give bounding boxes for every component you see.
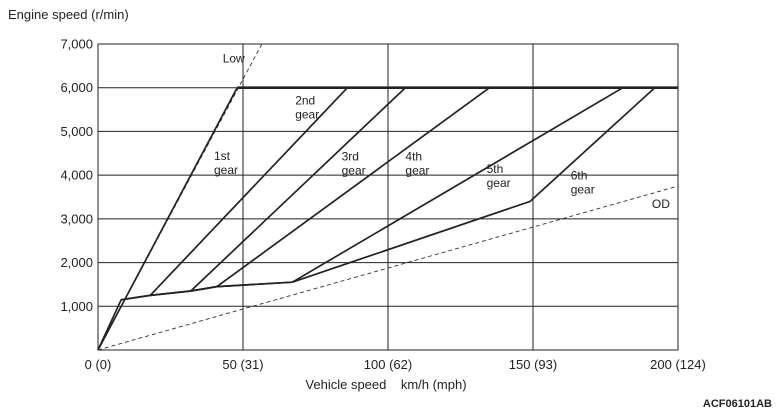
figure-code: ACF06101AB — [703, 398, 772, 410]
gear-series — [97, 86, 656, 351]
series-line-6th-gear — [292, 87, 656, 284]
y-tick-label: 3,000 — [60, 211, 93, 226]
x-tick-label: 50 (31) — [222, 357, 263, 372]
reference-line-od — [97, 185, 679, 351]
x-tick-label: 150 (93) — [509, 357, 557, 372]
series-label-1st-gear: 1st gear — [214, 149, 238, 177]
series-label-3rd-gear: 3rd gear — [342, 149, 366, 177]
y-tick-label: 5,000 — [60, 124, 93, 139]
x-tick-label: 100 (62) — [364, 357, 412, 372]
series-label-5th-gear: 5th gear — [487, 162, 511, 190]
y-tick-label: 4,000 — [60, 168, 93, 183]
series-labels: Low OD 1st gear 2nd gear 3rd gear 4th gear 5th gear… — [214, 51, 670, 211]
series-label-2nd-gear: 2nd gear — [295, 93, 319, 121]
reference-label-od: OD — [652, 197, 670, 211]
y-tick-label: 2,000 — [60, 255, 93, 270]
x-axis-title: Vehicle speed km/h (mph) — [305, 377, 466, 392]
plot-frame — [97, 43, 679, 351]
y-tick-labels: 1,000 2,000 3,000 4,000 5,000 6,000 7,000 — [60, 37, 93, 314]
x-tick-label: 200 (124) — [650, 357, 706, 372]
y-tick-label: 6,000 — [60, 80, 93, 95]
y-tick-label: 7,000 — [60, 37, 93, 52]
y-axis-title: Engine speed (r/min) — [8, 7, 129, 22]
series-label-6th-gear: 6th gear — [571, 169, 595, 197]
series-line-1st-gear — [97, 87, 238, 351]
series-label-4th-gear: 4th gear — [405, 149, 429, 177]
y-tick-label: 1,000 — [60, 299, 93, 314]
x-tick-label: 0 (0) — [85, 357, 112, 372]
series-line-base — [97, 281, 293, 351]
x-tick-labels: 0 (0) 50 (31) 100 (62) 150 (93) 200 (124) — [85, 357, 706, 372]
reference-label-low: Low — [223, 51, 245, 65]
